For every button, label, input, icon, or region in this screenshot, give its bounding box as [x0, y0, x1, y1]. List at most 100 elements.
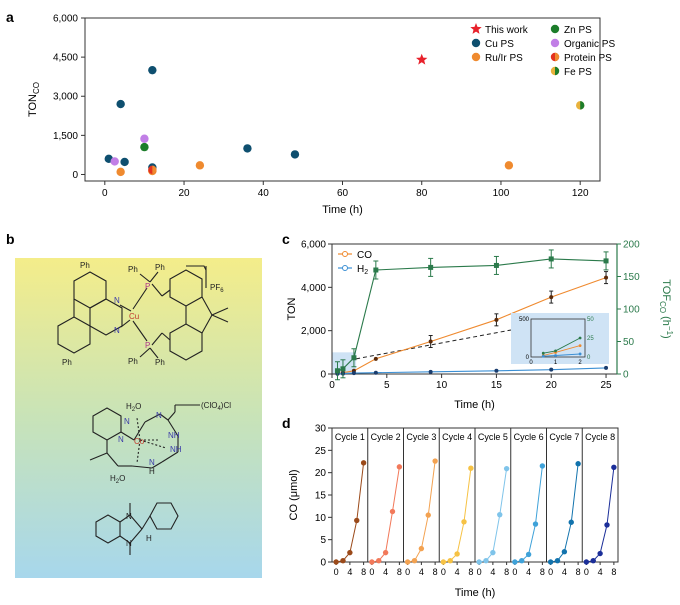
y-axis-label: TON	[286, 297, 298, 320]
y-tick-label: 3,000	[53, 92, 78, 103]
data-point-co	[494, 317, 499, 322]
inset-y-tick-label: 0	[526, 355, 530, 361]
cu-p-1: P	[145, 282, 150, 291]
data-point-cu-ps	[243, 144, 252, 153]
co-nh-1: NH	[168, 431, 180, 440]
cycle-label: Cycle 4	[442, 432, 472, 442]
cycle-label: Cycle 5	[478, 432, 508, 442]
x-tick-label: 8	[611, 567, 616, 577]
cycle-data-point	[425, 512, 431, 518]
data-point-cu-ps	[290, 150, 300, 159]
co-h2o-bottom: H2O	[110, 474, 125, 485]
y2-tick-label: 200	[623, 240, 640, 251]
co-h: H	[149, 467, 155, 476]
x-axis-label: Time (h)	[322, 204, 363, 216]
cycle-line	[336, 462, 365, 563]
co-complex-labels: H2O H2O N N N NH NH N H Co (ClO4)Cl	[110, 401, 231, 485]
x-tick-label: 8	[468, 567, 473, 577]
y-tick-label: 0	[320, 370, 326, 381]
y-axis-label: CO (μmol)	[288, 470, 300, 521]
y-tick-label: 10	[315, 513, 327, 524]
x-tick-label: 8	[576, 567, 581, 577]
y2-tick-label: 100	[623, 305, 640, 316]
data-point-tof	[351, 355, 357, 361]
y2-tick-label: 50	[623, 337, 635, 348]
cycle-data-point	[333, 559, 339, 565]
x-tick-label: 0	[405, 567, 410, 577]
cycle-data-point	[340, 557, 346, 564]
y-tick-label: 25	[315, 446, 327, 457]
cycle-data-point	[568, 519, 574, 525]
inset-y2-tick-label: 50	[587, 317, 594, 323]
data-point-co	[373, 356, 378, 361]
data-point-cu-ps	[148, 65, 157, 75]
legend-marker	[550, 24, 560, 34]
data-point-this-work	[416, 53, 428, 65]
data-point-tof	[334, 368, 340, 374]
y-tick-label: 0	[320, 558, 326, 569]
x-tick-label: 0	[477, 567, 482, 577]
cycle-data-point	[411, 557, 418, 564]
cycle-data-point	[525, 551, 532, 558]
x-axis-label: Time (h)	[454, 399, 495, 411]
legend-marker-h2	[342, 265, 348, 271]
legend-label: Cu PS	[485, 39, 514, 50]
cu-ph-2: Ph	[62, 358, 72, 367]
cycle-data-point	[561, 549, 568, 555]
data-point-ru-ir-ps	[504, 161, 514, 170]
x-tick-label: 20	[178, 188, 190, 199]
data-point-tof	[373, 267, 379, 273]
cycle-data-point	[396, 464, 403, 470]
cycle-label: Cycle 6	[514, 432, 544, 442]
legend-marker	[471, 38, 481, 48]
y-tick-label: 2,000	[301, 326, 326, 337]
cu-ph-6: Ph	[155, 358, 165, 367]
cu-ph-1: Ph	[80, 261, 90, 270]
legend-label: Ru/Ir PS	[485, 53, 523, 64]
y-tick-label: 5	[320, 535, 326, 546]
cycle-data-point	[369, 559, 375, 565]
legend-label-h2: H2	[357, 264, 368, 276]
inset-data-point	[578, 336, 582, 340]
x-tick-label: 120	[572, 188, 589, 199]
panel-a-chart: 0 20 40 60 80 100 120 0 1,500 3,000 4,500 6,000 Time…	[27, 14, 615, 217]
data-point-h2	[604, 365, 609, 370]
x-tick-label: 0	[512, 567, 517, 577]
cycle-line	[550, 463, 579, 563]
bih-structure	[95, 502, 179, 555]
x-tick-label: 8	[433, 567, 438, 577]
data-point-organic-ps	[110, 157, 119, 166]
data-point-co	[604, 275, 609, 280]
cycle-data-point	[590, 557, 596, 564]
cycle-line	[586, 467, 615, 563]
cycle-data-point	[376, 557, 382, 564]
x-tick-label: 4	[490, 567, 495, 577]
y-tick-label: 15	[315, 491, 327, 502]
cycle-label: Cycle 3	[406, 432, 436, 442]
legend-marker	[550, 38, 560, 48]
panel-d-label: d	[282, 415, 291, 431]
cycle-data-point	[354, 517, 360, 524]
cu-ph-4: Ph	[155, 263, 165, 272]
cu-p-2: P	[145, 341, 150, 350]
cycle-data-point	[497, 511, 503, 518]
x-tick-label: 60	[337, 188, 349, 199]
inset-data-point	[578, 344, 582, 347]
x-tick-label: 4	[419, 567, 424, 577]
bih-labels: N N H	[126, 512, 152, 548]
cu-metal: Cu	[129, 312, 139, 321]
co-n-1: N	[118, 435, 124, 444]
y-tick-label: 4,500	[53, 53, 78, 64]
x-tick-label: 4	[347, 567, 352, 577]
data-point-h2	[549, 367, 554, 372]
inset-data-point	[554, 349, 557, 353]
cycle-data-point	[597, 550, 603, 557]
x-tick-label: 0	[548, 567, 553, 577]
cycle-data-point	[532, 521, 539, 527]
co-counterion: (ClO4)Cl	[201, 401, 231, 412]
x-tick-label: 0	[102, 188, 108, 199]
x-tick-label: 10	[436, 380, 448, 391]
legend-label: Zn PS	[564, 25, 592, 36]
cycle-data-point	[503, 465, 510, 472]
legend-marker-half	[555, 66, 560, 76]
